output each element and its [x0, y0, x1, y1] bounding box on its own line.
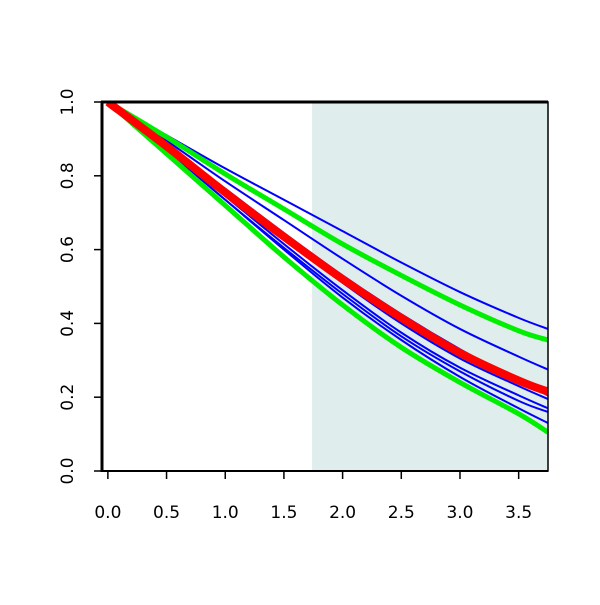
series-line-2: [107, 102, 548, 371]
x-tick-label: 0.0: [94, 503, 121, 523]
x-tick-label: 1.5: [270, 503, 297, 523]
series-line-10: [105, 102, 548, 396]
series-layer: [105, 102, 548, 435]
x-tick-label: 3.0: [446, 503, 473, 523]
x-tick-label: 2.5: [388, 503, 415, 523]
x-tick-label: 1.0: [212, 503, 239, 523]
x-tick-label: 0.5: [153, 503, 180, 523]
x-axis: 0.0 0.5 1.0 1.5 2.0 2.5 3.0 3.5: [94, 471, 532, 523]
series-line-9: [106, 102, 548, 435]
plot-frame-layer: [100, 100, 549, 472]
y-tick-label: 0.8: [58, 162, 78, 189]
y-tick-label: 1.0: [58, 88, 78, 115]
y-tick-label: 0.4: [58, 310, 78, 337]
series-line-8: [106, 102, 548, 343]
x-tick-label: 2.0: [329, 503, 356, 523]
y-axis: 0.0 0.2 0.4 0.6 0.8 1.0: [58, 88, 102, 485]
y-tick-label: 0.0: [58, 457, 78, 484]
y-tick-label: 0.2: [58, 384, 78, 411]
y-tick-label: 0.6: [58, 236, 78, 263]
x-tick-label: 3.5: [505, 503, 532, 523]
